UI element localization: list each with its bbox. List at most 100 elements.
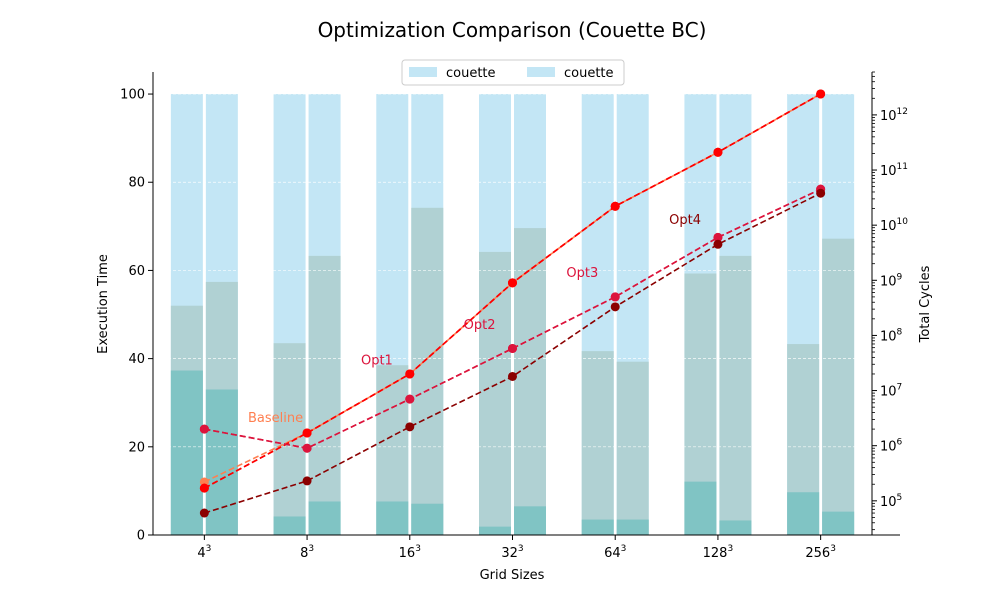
y2-tick-label-base: 10 — [880, 164, 897, 179]
x-axis-label: Grid Sizes — [480, 568, 545, 583]
series-point — [713, 147, 723, 157]
y2-tick-label-base: 10 — [880, 274, 897, 289]
annotations: Baseline Opt1 Opt2 Opt3 Opt4 — [248, 213, 701, 426]
bar-middle — [308, 255, 341, 535]
y-tick-label: 0 — [137, 529, 145, 544]
series-point — [199, 483, 209, 493]
y2-tick-label-exponent: 11 — [897, 162, 908, 172]
series-point — [302, 476, 312, 486]
y2-tick-label: 1011 — [880, 162, 908, 179]
x-tick-label-exponent: 3 — [518, 544, 524, 554]
y2-tick-label: 1012 — [880, 107, 908, 124]
series-point — [610, 302, 620, 312]
y-tick-label: 40 — [128, 352, 145, 367]
legend-box — [401, 59, 625, 86]
bar-bottom — [170, 370, 203, 535]
annotation-label: Opt2 — [464, 318, 496, 333]
y2-tick-label-base: 10 — [880, 440, 897, 455]
x-tick-label-base: 64 — [604, 546, 621, 561]
x-tick-label-base: 256 — [805, 546, 830, 561]
series-point — [713, 239, 723, 249]
bar-bottom — [684, 481, 717, 535]
y2-tick-label: 105 — [880, 493, 902, 510]
series-point — [302, 443, 312, 453]
y2-tick-label: 1010 — [880, 217, 908, 234]
series-point — [199, 477, 209, 487]
y2-tick-label-base: 10 — [880, 109, 897, 124]
bar-middle — [411, 207, 444, 535]
y2-tick-label-exponent: 5 — [897, 493, 903, 503]
y-tick-label: 80 — [128, 176, 145, 191]
y2-tick-label-base: 10 — [880, 219, 897, 234]
y2-tick-label-base: 10 — [880, 385, 897, 400]
bar-bottom — [514, 506, 546, 535]
x-tick-label-base: 32 — [501, 546, 518, 561]
x-tick-label-exponent: 3 — [206, 544, 212, 554]
bar-middle — [514, 228, 546, 535]
series-point — [610, 292, 620, 302]
x-tick-label: 1283 — [703, 544, 734, 561]
annotation-label: Opt3 — [566, 266, 598, 281]
series-point — [405, 369, 415, 379]
y2-tick-label-exponent: 12 — [897, 107, 908, 117]
series-point — [405, 394, 415, 404]
bars — [153, 93, 872, 536]
series-point — [610, 201, 620, 211]
y2-tick-label-base: 10 — [880, 495, 897, 510]
x-tick-label-base: 4 — [197, 546, 205, 561]
legend-label: couette — [564, 66, 614, 81]
series-point — [302, 428, 312, 438]
bar-middle — [273, 343, 306, 535]
y2-tick-label-exponent: 7 — [897, 383, 903, 393]
bar-bottom — [411, 503, 444, 535]
series-point — [508, 343, 517, 353]
bar-middle — [719, 255, 752, 535]
series-point — [199, 424, 209, 434]
x-tick-label-base: 8 — [300, 546, 308, 561]
y2-tick-label: 108 — [880, 327, 903, 344]
series-point — [713, 232, 723, 242]
legend-swatch — [527, 67, 555, 77]
y2-axis-label: Total Cycles — [918, 265, 933, 343]
y2-tick-label-exponent: 9 — [897, 272, 903, 282]
bar-middle — [822, 238, 855, 535]
x-tick-label: 83 — [300, 544, 314, 561]
annotation-label: Opt1 — [361, 353, 393, 368]
bar-bottom — [787, 492, 820, 535]
series-point — [816, 188, 826, 198]
x-tick-label-exponent: 3 — [308, 544, 314, 554]
bar-bottom — [616, 519, 649, 535]
bar-bottom — [308, 501, 341, 535]
y2-tick-label: 109 — [880, 272, 903, 289]
y-tick-label: 100 — [120, 88, 145, 103]
line-series — [199, 89, 826, 518]
bar-bottom — [581, 519, 614, 535]
series-point — [508, 371, 517, 381]
bar-bottom — [273, 516, 306, 535]
bar-middle — [581, 351, 614, 535]
x-tick-label-exponent: 3 — [621, 544, 627, 554]
x-tick-label-exponent: 3 — [415, 544, 421, 554]
series-point — [405, 422, 415, 432]
y-tick-label: 20 — [128, 440, 145, 455]
bar-bottom — [719, 520, 752, 535]
legend-swatch — [409, 67, 437, 77]
annotation-label: Baseline — [248, 411, 303, 426]
legend: couette couette — [401, 59, 625, 86]
y2-tick-label: 107 — [880, 383, 902, 400]
y-tick-label: 60 — [128, 264, 145, 279]
x-tick-label-base: 16 — [399, 546, 416, 561]
y2-tick-label-exponent: 8 — [897, 327, 903, 337]
annotation-label: Opt4 — [669, 213, 701, 228]
y2-tick-label: 106 — [880, 438, 903, 455]
x-tick-label-base: 128 — [703, 546, 728, 561]
x-tick-label-exponent: 3 — [830, 544, 836, 554]
bar-middle — [616, 361, 649, 535]
x-tick-label: 323 — [501, 544, 523, 561]
bar-bottom — [205, 389, 238, 535]
y2-tick-label-exponent: 6 — [897, 438, 903, 448]
bar-bottom — [376, 501, 409, 535]
series-point — [816, 89, 826, 99]
